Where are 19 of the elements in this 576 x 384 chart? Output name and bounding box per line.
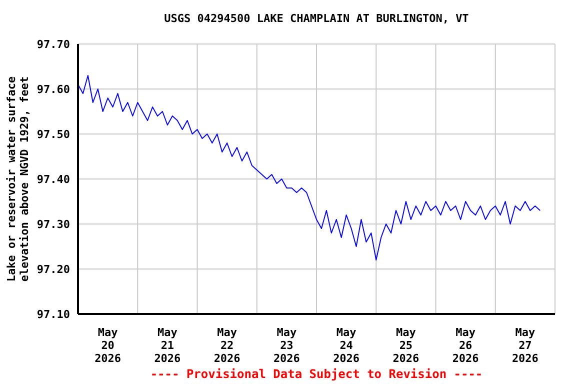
x-tick-label: May 25 2026 [392, 326, 420, 365]
y-tick-label: 97.70 [36, 38, 70, 51]
chart-title: USGS 04294500 LAKE CHAMPLAIN AT BURLINGTON, VT [163, 12, 470, 25]
x-tick-label: May 20 2026 [94, 326, 122, 365]
x-tick-label: May 23 2026 [273, 326, 300, 365]
y-tick-label: 97.60 [36, 82, 70, 96]
y-tick-label: 97.30 [36, 218, 70, 231]
line-series [78, 75, 541, 260]
x-tick-label: May 24 2026 [333, 326, 360, 365]
y-axis-title: Lake or reservoir water surface elevation above NGVD 1929, feet [5, 76, 31, 282]
x-tick-label: May 26 2026 [452, 326, 480, 365]
y-tick-label: 97.40 [36, 172, 70, 186]
y-tick-label: 97.10 [36, 308, 70, 321]
y-tick-label: 97.20 [36, 262, 70, 276]
x-tick-label: May 21 2026 [154, 326, 182, 365]
y-tick-label: 97.50 [36, 128, 70, 141]
text: ---- Provisional Data Subject to Revision ---- [149, 367, 484, 381]
x-tick-label: May 27 2026 [512, 326, 539, 365]
x-tick-label: May 22 2026 [214, 326, 241, 365]
